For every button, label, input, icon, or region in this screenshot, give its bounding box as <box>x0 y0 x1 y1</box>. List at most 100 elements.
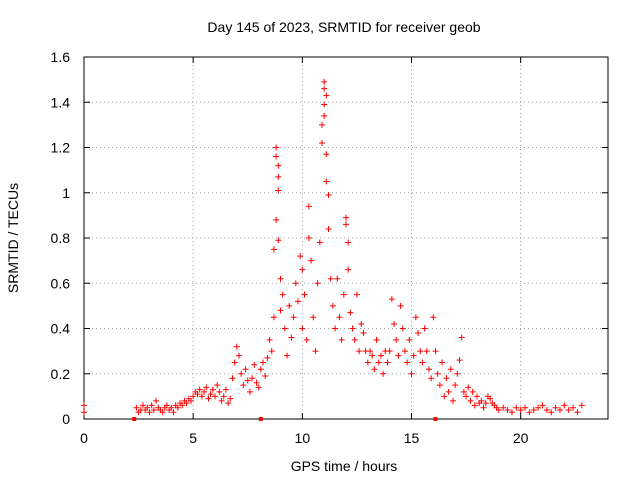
data-point <box>194 391 201 398</box>
data-point <box>253 379 260 386</box>
data-point <box>487 395 494 402</box>
data-point <box>338 336 345 343</box>
data-point <box>561 402 568 409</box>
data-point <box>292 280 299 287</box>
data-point <box>150 406 157 413</box>
data-point <box>369 352 376 359</box>
square-marker <box>132 417 137 421</box>
data-point <box>447 366 454 373</box>
data-point <box>81 409 87 416</box>
data-point <box>439 359 446 366</box>
data-point <box>148 402 155 409</box>
data-point <box>343 214 349 221</box>
data-point <box>415 330 422 337</box>
data-point <box>297 253 304 260</box>
data-point <box>262 373 269 380</box>
data-point <box>318 139 325 146</box>
data-point <box>299 325 306 332</box>
data-point <box>399 325 406 332</box>
data-point <box>321 85 328 92</box>
data-point <box>310 314 317 321</box>
data-point <box>220 393 227 400</box>
data-point <box>480 404 487 411</box>
data-point <box>284 352 291 359</box>
data-point <box>325 225 332 232</box>
data-point <box>288 334 295 341</box>
data-point <box>240 382 247 389</box>
data-point <box>275 162 282 169</box>
data-point <box>133 404 140 411</box>
data-point <box>170 409 177 416</box>
chart-title: Day 145 of 2023, SRMTID for receiver geo… <box>207 19 480 35</box>
data-point <box>456 357 463 364</box>
data-point <box>417 348 424 355</box>
data-point <box>308 257 315 264</box>
data-point <box>153 397 160 404</box>
data-point <box>530 406 537 413</box>
square-marker <box>433 417 438 421</box>
data-point <box>454 370 461 377</box>
data-point <box>517 406 524 413</box>
data-point <box>236 352 243 359</box>
data-point <box>373 336 380 343</box>
data-point <box>513 404 520 411</box>
data-point <box>203 384 210 391</box>
data-point <box>428 375 435 382</box>
data-point <box>430 314 437 321</box>
data-point <box>268 348 275 355</box>
data-point <box>81 402 87 409</box>
data-point <box>174 404 181 411</box>
data-point <box>423 348 430 355</box>
x-tick-label: 20 <box>513 430 529 446</box>
data-point <box>391 320 398 327</box>
data-point <box>264 354 271 361</box>
data-point <box>371 366 378 373</box>
x-tick-label: 5 <box>189 430 197 446</box>
x-tick-label: 15 <box>404 430 420 446</box>
data-point <box>353 291 360 298</box>
data-point <box>556 406 563 413</box>
data-point <box>404 359 411 366</box>
grid-layer <box>84 57 608 419</box>
data-point <box>329 302 336 309</box>
data-point <box>543 406 550 413</box>
data-point <box>436 382 443 389</box>
data-point <box>469 388 476 395</box>
data-point <box>419 359 426 366</box>
data-point <box>242 366 249 373</box>
data-point <box>244 377 251 384</box>
tick-layer: 0 5 10 15 20 0 0.2 0.4 0.6 0.8 1 1.2 1.4 1.6 <box>51 49 608 446</box>
data-point <box>345 266 352 273</box>
data-point <box>351 336 358 343</box>
data-point <box>275 173 282 180</box>
data-point <box>222 386 229 393</box>
data-point <box>325 192 332 199</box>
data-point <box>463 393 470 400</box>
data-point <box>574 409 581 416</box>
data-point <box>380 370 387 377</box>
y-tick-label: 0.6 <box>51 275 71 291</box>
data-point <box>452 382 459 389</box>
data-point <box>406 336 413 343</box>
data-point <box>343 221 349 228</box>
data-points <box>81 78 585 421</box>
data-point <box>277 307 284 314</box>
data-point <box>340 291 347 298</box>
data-point <box>460 388 467 395</box>
data-point <box>471 402 478 409</box>
data-point <box>367 348 374 355</box>
data-point <box>190 393 197 400</box>
data-point <box>508 409 515 416</box>
data-point <box>273 216 280 223</box>
data-point <box>275 187 282 194</box>
y-tick-label: 0.8 <box>51 230 71 246</box>
data-point <box>425 366 432 373</box>
data-point <box>260 359 267 366</box>
data-point <box>443 375 450 382</box>
data-point <box>500 404 507 411</box>
y-tick-label: 1.4 <box>51 94 71 110</box>
data-point <box>275 237 282 244</box>
data-point <box>474 393 480 400</box>
data-point <box>139 402 146 409</box>
